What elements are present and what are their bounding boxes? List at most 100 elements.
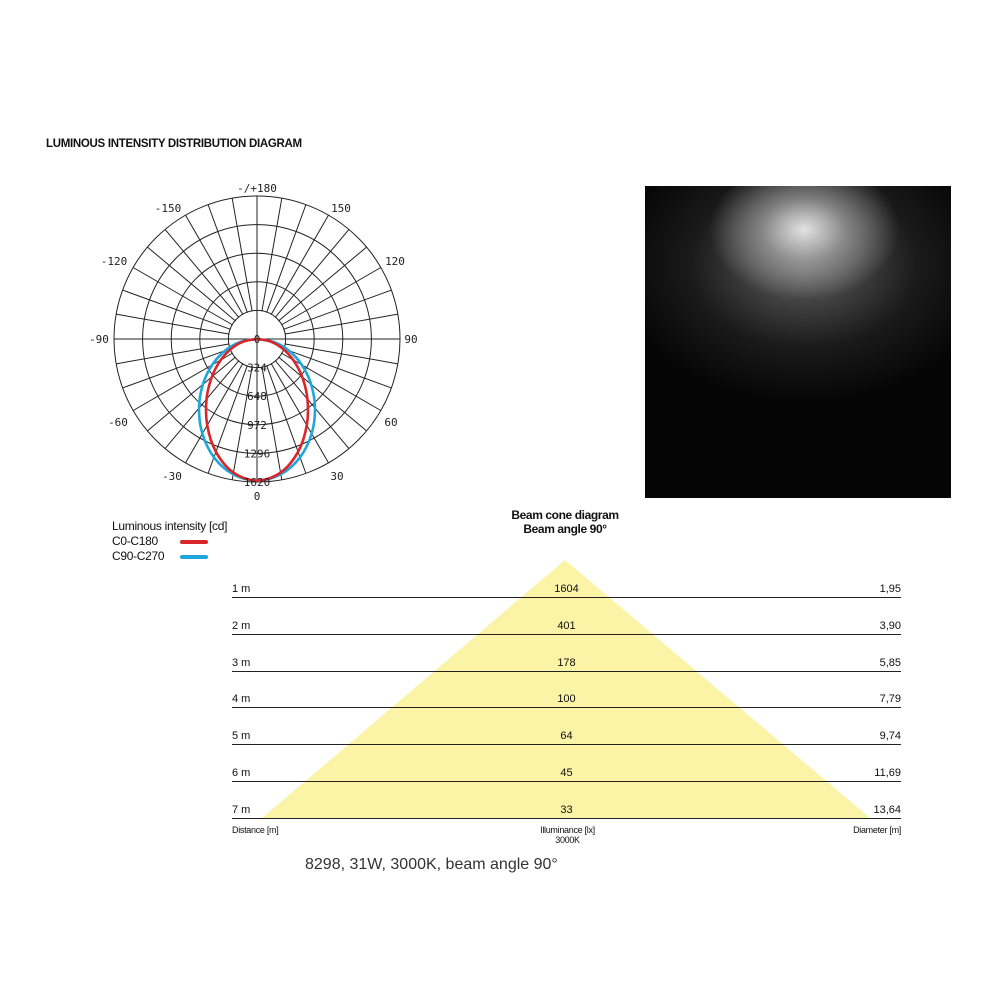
polar-spoke: [274, 229, 350, 318]
legend-label: C90-C270: [112, 549, 165, 563]
diameter-header: Diameter [m]: [853, 825, 901, 835]
legend-swatch-blue: [180, 554, 208, 559]
beam-photo: [645, 186, 951, 498]
table-row: 6 m 45 11,69: [232, 765, 901, 782]
polar-spoke: [164, 360, 240, 449]
distance-header: Distance [m]: [232, 825, 279, 835]
polar-spoke: [270, 362, 329, 464]
polar-spoke: [266, 204, 307, 313]
illuminance-value: 100: [557, 693, 576, 706]
illuminance-value: 64: [560, 730, 573, 743]
illuminance-value: 33: [560, 803, 573, 816]
polar-spoke: [207, 365, 248, 474]
polar-spoke: [283, 348, 392, 389]
polar-spoke: [147, 246, 236, 322]
polar-spoke: [280, 352, 382, 411]
polar-spoke: [266, 365, 307, 474]
polar-spoke: [280, 267, 382, 326]
distance-value: 7 m: [232, 803, 251, 816]
diameter-value: 13,64: [873, 803, 901, 816]
polar-spoke: [278, 356, 367, 432]
angle-label: 150: [331, 202, 351, 215]
diameter-value: 1,95: [879, 583, 901, 595]
table-row: 2 m 401 3,90: [232, 618, 901, 635]
polar-spoke: [283, 289, 392, 330]
radial-tick-label: 1620: [244, 476, 271, 489]
polar-spoke: [147, 356, 236, 432]
angle-label: 120: [385, 255, 405, 268]
angle-label: 60: [384, 416, 397, 429]
angle-label: 90: [404, 333, 417, 346]
chart-title: LUMINOUS INTENSITY DISTRIBUTION DIAGRAM: [46, 138, 302, 150]
illuminance-value: 178: [557, 656, 576, 669]
legend: Luminous intensity [cd] C0-C180 C90-C270: [112, 519, 227, 564]
cone-header: Beam cone diagram Beam angle 90°: [465, 508, 665, 536]
polar-spoke: [270, 214, 329, 316]
polar-spoke: [132, 267, 234, 326]
radial-tick-label: 648: [247, 390, 267, 403]
angle-label: 30: [330, 470, 343, 483]
product-caption: 8298, 31W, 3000K, beam angle 90°: [305, 856, 558, 873]
polar-spoke: [284, 343, 398, 365]
radial-tick-label: 972: [247, 419, 267, 432]
angle-label: -30: [162, 470, 182, 483]
radial-tick-label: 324: [247, 362, 267, 375]
table-row: 4 m 100 7,79: [232, 691, 901, 709]
table-row: 7 m 33 13,64: [232, 802, 901, 819]
angle-label: -60: [108, 416, 128, 429]
diameter-value: 5,85: [879, 656, 901, 669]
polar-spoke: [116, 313, 230, 335]
intensity-curve-c0-c180: [204, 337, 310, 482]
polar-spoke: [231, 366, 253, 480]
illuminance-value: 401: [557, 619, 576, 632]
polar-spoke: [116, 343, 230, 365]
polar-spoke: [164, 229, 240, 318]
distance-value: 5 m: [232, 730, 251, 743]
illuminance-label: Illuminance [lx]: [540, 825, 595, 835]
diameter-value: 11,69: [874, 767, 901, 779]
illuminance-value: 45: [560, 767, 573, 779]
polar-spoke: [231, 198, 253, 312]
radial-tick-label: 1296: [244, 447, 271, 460]
polar-spoke: [185, 362, 244, 464]
polar-spoke: [274, 360, 350, 449]
distance-value: 1 m: [232, 583, 251, 595]
polar-spoke: [185, 214, 244, 316]
distance-value: 3 m: [232, 656, 251, 669]
polar-spoke: [207, 204, 248, 313]
polar-spoke: [261, 366, 283, 480]
legend-item-c0: C0-C180: [112, 534, 227, 549]
table-row: 5 m 64 9,74: [232, 728, 901, 746]
illuminance-cct: 3000K: [555, 835, 580, 845]
illuminance-header: Illuminance [lx] 3000K: [500, 825, 635, 845]
legend-item-c90: C90-C270: [112, 549, 227, 564]
cone-subtitle: Beam angle 90°: [523, 522, 607, 536]
angle-label: -150: [155, 202, 182, 215]
distance-value: 6 m: [232, 767, 251, 779]
distance-value: 2 m: [232, 619, 251, 632]
cone-title: Beam cone diagram: [511, 508, 619, 522]
table-row: 3 m 178 5,85: [232, 655, 901, 672]
diameter-value: 9,74: [879, 730, 901, 743]
polar-spoke: [122, 348, 231, 389]
polar-spoke: [122, 289, 231, 330]
polar-spoke: [278, 246, 367, 322]
polar-spoke: [261, 198, 283, 312]
angle-label: -90: [89, 333, 109, 346]
legend-label: C0-C180: [112, 534, 158, 548]
angle-label: 0: [254, 490, 261, 503]
table-row: 1 m 1604 1,95: [232, 581, 901, 598]
polar-spoke: [284, 313, 398, 335]
illuminance-value: 1604: [554, 583, 579, 595]
legend-swatch-red: [180, 539, 208, 544]
distance-value: 4 m: [232, 693, 251, 706]
angle-label: -/+180: [237, 182, 277, 195]
angle-label: -120: [101, 255, 128, 268]
diameter-value: 7,79: [879, 693, 901, 706]
diameter-value: 3,90: [879, 619, 901, 632]
beam-cone-triangle: [262, 560, 870, 818]
polar-spoke: [132, 352, 234, 411]
radial-tick-label: 0: [254, 333, 261, 346]
